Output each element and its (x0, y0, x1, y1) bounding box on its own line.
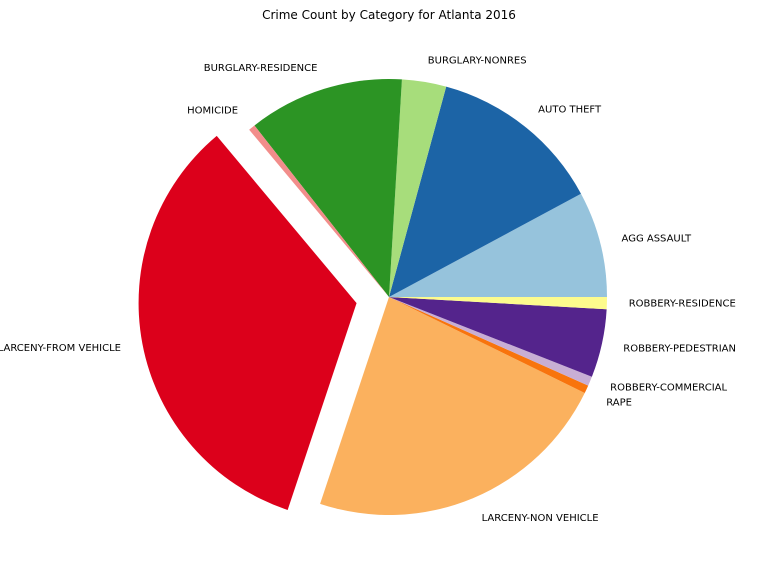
pie-slice-agg-assault (389, 193, 607, 297)
slice-label-rape: RAPE (606, 398, 632, 409)
pie-slice-robbery-commercial (389, 297, 592, 386)
pie-slice-larceny-non-vehicle (320, 297, 585, 515)
pie-slice-burglary-residence (254, 79, 402, 297)
slice-label-homicide: HOMICIDE (187, 106, 238, 117)
chart-title: Crime Count by Category for Atlanta 2016 (262, 8, 516, 22)
pie-slice-homicide (249, 125, 389, 298)
slice-label-robbery-pedestrian: ROBBERY-PEDESTRIAN (623, 343, 736, 354)
slice-label-larceny-from-vehicle: LARCENY-FROM VEHICLE (0, 343, 121, 354)
slice-label-burglary-nonres: BURGLARY-NONRES (428, 55, 527, 66)
pie-slice-burglary-nonres (389, 79, 447, 297)
slice-label-agg-assault: AGG ASSAULT (622, 233, 692, 244)
slice-label-robbery-residence: ROBBERY-RESIDENCE (629, 299, 736, 310)
pie-slice-robbery-pedestrian (389, 297, 607, 377)
slice-label-robbery-commercial: ROBBERY-COMMERCIAL (610, 383, 727, 394)
slice-label-auto-theft: AUTO THEFT (538, 104, 602, 115)
pie-slice-rape (389, 297, 589, 393)
pie-slice-robbery-residence (389, 297, 607, 310)
pie-slice-auto-theft (389, 86, 581, 297)
slice-label-larceny-non-vehicle: LARCENY-NON VEHICLE (482, 513, 599, 524)
slice-label-burglary-residence: BURGLARY-RESIDENCE (204, 63, 318, 74)
pie-slice-larceny-from-vehicle (138, 135, 357, 510)
